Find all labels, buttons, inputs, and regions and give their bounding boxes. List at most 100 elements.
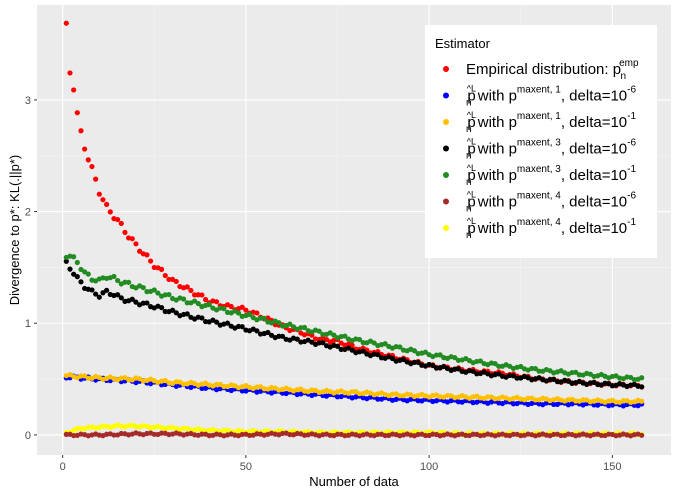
data-point: [397, 393, 403, 399]
data-point: [375, 431, 381, 437]
data-point: [455, 366, 462, 372]
data-point: [71, 254, 77, 260]
data-point: [144, 300, 150, 306]
data-point: [71, 87, 77, 93]
legend-label: Empirical distribution: pemp n: [466, 58, 639, 82]
data-point: [397, 344, 403, 350]
series-points: [63, 430, 645, 439]
data-point: [639, 384, 645, 390]
data-point: [316, 429, 322, 435]
data-point: [356, 429, 363, 435]
data-point: [573, 369, 579, 375]
data-point: [437, 352, 443, 358]
data-point: [67, 266, 73, 272]
data-point: [492, 361, 498, 367]
data-point: [415, 398, 421, 404]
data-point: [331, 332, 337, 338]
data-point: [389, 355, 396, 362]
data-point: [254, 328, 260, 334]
data-point: [243, 307, 249, 313]
y-axis-title: Divergence to p*: KL(.||p*): [7, 155, 22, 306]
data-point: [316, 328, 322, 334]
data-point: [213, 319, 220, 325]
data-point: [573, 398, 579, 404]
x-tick-label: 50: [240, 461, 252, 473]
data-point: [639, 375, 645, 381]
data-point: [334, 343, 341, 349]
data-point: [74, 259, 80, 266]
data-point: [140, 284, 146, 291]
data-point: [159, 305, 165, 311]
x-tick-label: 100: [420, 461, 438, 473]
data-point: [151, 431, 157, 437]
data-point: [400, 356, 407, 363]
legend-background: [425, 25, 657, 258]
data-point: [320, 340, 326, 346]
data-point: [184, 300, 190, 306]
data-point: [287, 321, 293, 327]
y-tick-label: 1: [25, 318, 31, 330]
legend-items: Empirical distribution: pemp n p^L n with p…: [443, 58, 639, 241]
data-point: [338, 346, 344, 352]
data-point: [78, 128, 84, 134]
data-point: [422, 432, 429, 439]
legend-label: p^L n with pmaxent, 4, delta=10-6: [466, 190, 636, 215]
data-point: [514, 375, 520, 381]
data-point: [382, 432, 388, 439]
data-point: [188, 287, 194, 294]
data-point: [221, 383, 227, 390]
data-point: [78, 373, 84, 379]
legend-key: [443, 198, 449, 205]
data-point: [82, 146, 88, 152]
data-point: [166, 291, 172, 298]
data-point: [529, 365, 535, 372]
data-point: [510, 401, 517, 407]
data-point: [104, 201, 110, 207]
data-point: [162, 308, 168, 315]
y-tick-label: 3: [25, 95, 31, 107]
data-point: [173, 310, 179, 316]
data-point: [477, 358, 484, 364]
data-point: [301, 324, 308, 331]
data-point: [129, 296, 135, 302]
series-points: [63, 372, 645, 406]
data-point: [558, 432, 564, 439]
legend-title: Estimator: [435, 36, 491, 51]
data-point: [525, 395, 531, 401]
data-point: [265, 329, 271, 336]
legend-key: [443, 119, 449, 125]
data-point: [93, 176, 99, 182]
x-tick-label: 0: [60, 461, 66, 473]
data-point: [360, 340, 366, 346]
data-point: [159, 266, 165, 272]
data-point: [598, 432, 604, 439]
data-point: [433, 352, 440, 358]
data-point: [254, 310, 260, 316]
data-point: [334, 431, 341, 437]
legend-label: p^L n with pmaxent, 1, delta=10-1: [466, 110, 636, 135]
data-point: [503, 399, 509, 405]
legend-item: p^L n with pmaxent, 3, delta=10-6: [443, 137, 636, 162]
data-point: [63, 431, 69, 437]
y-tick-label: 0: [25, 430, 31, 442]
legend-key: [443, 172, 449, 178]
data-point: [202, 296, 209, 303]
data-point: [287, 431, 293, 438]
data-point: [375, 396, 381, 402]
data-point: [320, 331, 326, 338]
data-point: [78, 266, 84, 273]
data-point: [206, 302, 212, 308]
data-point: [569, 369, 575, 376]
data-point: [63, 258, 69, 264]
data-point: [213, 299, 220, 305]
data-point: [411, 348, 418, 354]
data-point: [144, 252, 150, 258]
data-point: [100, 290, 106, 296]
data-point: [342, 333, 348, 339]
legend-item: p^L n with pmaxent, 3, delta=10-1: [443, 163, 636, 188]
data-point: [382, 341, 388, 347]
legend-label: p^L n with pmaxent, 3, delta=10-6: [466, 137, 636, 162]
data-point: [85, 375, 91, 381]
data-point: [422, 349, 429, 355]
